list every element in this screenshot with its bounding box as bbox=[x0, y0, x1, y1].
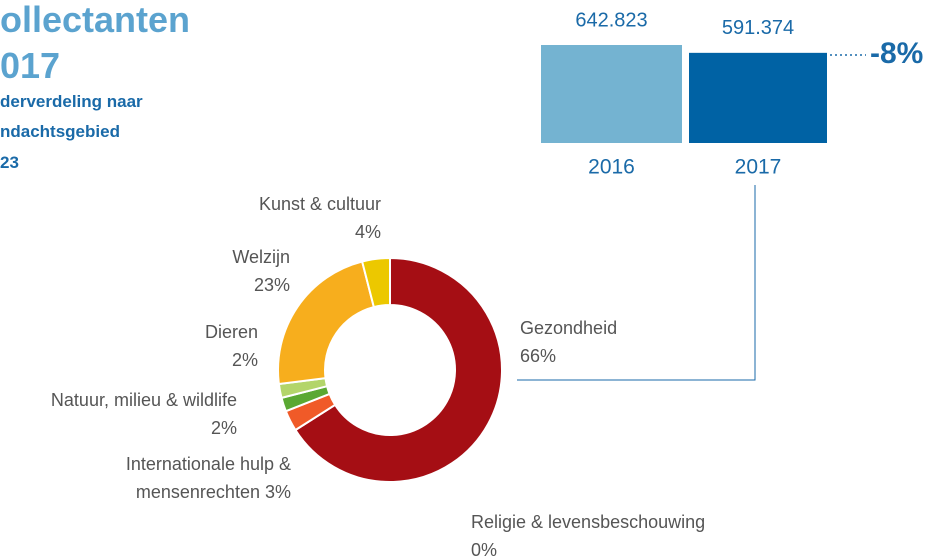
bar-value-label: 642.823 bbox=[575, 9, 647, 31]
bar-category-label: 2017 bbox=[735, 156, 782, 179]
category-label: Internationale hulp & mensenrechten bbox=[125, 454, 291, 502]
title: 017 bbox=[0, 45, 61, 86]
category-label: Welzijn bbox=[232, 247, 290, 267]
leader-line bbox=[517, 185, 756, 381]
category-label: Natuur, milieu & wildlife bbox=[50, 390, 237, 410]
donut-slice bbox=[294, 256, 503, 483]
change-annotation: -8% bbox=[870, 37, 923, 70]
bar-value-label: 591.374 bbox=[722, 17, 794, 39]
value-label: 4% bbox=[354, 222, 381, 242]
slice-label: Religie & levensbeschouwing 0% bbox=[471, 508, 705, 557]
value-label: 3% bbox=[264, 482, 291, 502]
slice-label: Welzijn 23% bbox=[232, 243, 290, 299]
slice-label: Dieren 2% bbox=[205, 318, 258, 374]
category-label: Kunst & cultuur bbox=[258, 194, 381, 214]
value-label: 23% bbox=[253, 275, 290, 295]
value-label: 0% bbox=[471, 540, 498, 557]
bar bbox=[541, 45, 682, 143]
slice-label: Kunst & cultuur 4% bbox=[259, 190, 381, 246]
bar bbox=[689, 52, 827, 143]
category-label: Gezondheid bbox=[520, 318, 618, 338]
subtitle: 23 bbox=[0, 153, 19, 172]
slice-label: Internationale hulp & mensenrechten 3% bbox=[81, 450, 291, 506]
slice-label: Natuur, milieu & wildlife 2% bbox=[51, 386, 237, 442]
subtitle: ndachtsgebied bbox=[0, 122, 120, 141]
value-label: 2% bbox=[231, 350, 258, 370]
slice-label: Gezondheid 66% bbox=[520, 314, 617, 370]
donut-slice bbox=[360, 256, 391, 309]
donut-slice bbox=[277, 260, 376, 386]
value-label: 2% bbox=[210, 418, 237, 438]
value-label: 66% bbox=[520, 346, 557, 366]
category-label: Dieren bbox=[204, 322, 258, 342]
title: ollectanten bbox=[0, 0, 191, 40]
category-label: Religie & levensbeschouwing bbox=[471, 512, 706, 532]
subtitle: derverdeling naar bbox=[0, 92, 143, 111]
bar-category-label: 2016 bbox=[588, 156, 635, 179]
